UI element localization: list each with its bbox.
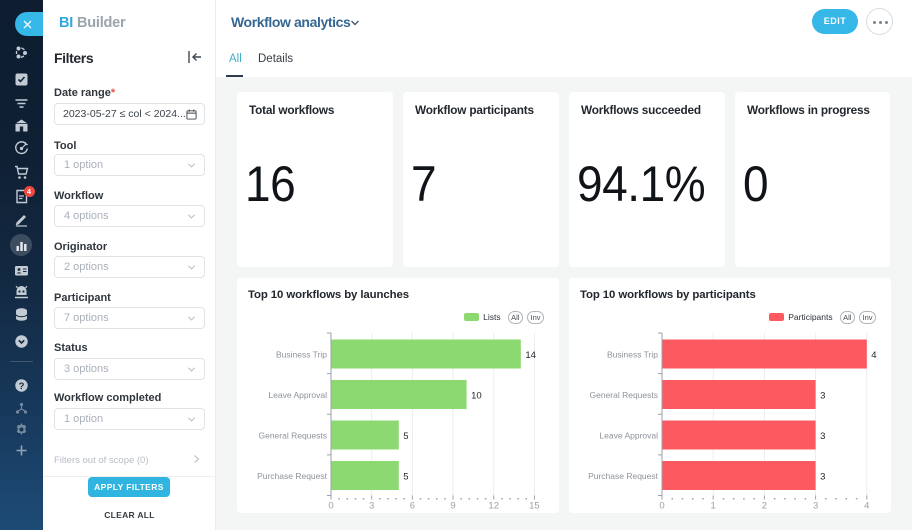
svg-text:1: 1	[711, 501, 716, 512]
svg-text:5: 5	[403, 472, 408, 483]
svg-text:14: 14	[525, 350, 536, 361]
svg-text:12: 12	[488, 501, 499, 512]
svg-text:Purchase Request: Purchase Request	[588, 471, 659, 481]
svg-text:Purchase Request: Purchase Request	[257, 471, 328, 481]
svg-text:3: 3	[369, 501, 374, 512]
svg-text:General Requests: General Requests	[589, 390, 658, 400]
svg-text:6: 6	[410, 501, 415, 512]
svg-text:3: 3	[820, 391, 825, 402]
svg-text:3: 3	[820, 472, 825, 483]
svg-text:10: 10	[471, 391, 482, 402]
svg-text:3: 3	[813, 501, 818, 512]
svg-text:2: 2	[762, 501, 767, 512]
svg-text:4: 4	[871, 350, 876, 361]
svg-text:Leave Approval: Leave Approval	[268, 390, 327, 400]
svg-text:9: 9	[450, 501, 455, 512]
svg-text:Business Trip: Business Trip	[276, 350, 327, 360]
svg-text:0: 0	[328, 501, 333, 512]
svg-text:Leave Approval: Leave Approval	[599, 431, 658, 441]
svg-text:3: 3	[820, 431, 825, 442]
svg-text:4: 4	[864, 501, 869, 512]
svg-text:?: ?	[19, 381, 25, 392]
svg-text:5: 5	[403, 431, 408, 442]
svg-text:0: 0	[659, 501, 664, 512]
svg-text:15: 15	[529, 501, 540, 512]
svg-text:Business Trip: Business Trip	[607, 350, 658, 360]
svg-text:General Requests: General Requests	[258, 431, 327, 441]
